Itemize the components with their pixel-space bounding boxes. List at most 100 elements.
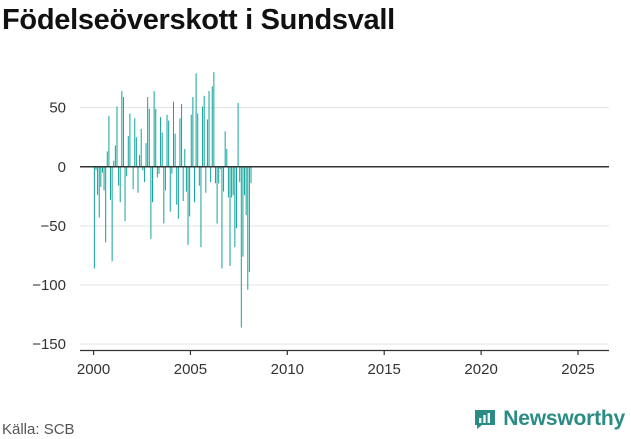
- bar: [160, 117, 162, 167]
- bar: [210, 166, 212, 183]
- x-tick-label: 2010: [271, 361, 304, 378]
- y-tick-label: 0: [58, 159, 66, 176]
- bar: [114, 145, 116, 167]
- bar: [247, 166, 249, 290]
- grid-lines: [80, 107, 609, 345]
- bar: [119, 166, 121, 203]
- bar: [148, 108, 150, 167]
- bar: [218, 166, 220, 184]
- bar: [98, 166, 100, 218]
- bar: [195, 73, 197, 167]
- bar: [108, 115, 110, 167]
- bar: [95, 166, 97, 171]
- bar: [216, 166, 218, 224]
- bar: [113, 160, 115, 167]
- bar: [140, 128, 142, 167]
- bar: [110, 166, 112, 200]
- bar: [163, 166, 165, 224]
- bar: [129, 113, 131, 167]
- bar: [202, 106, 204, 167]
- y-tick-label: −150: [32, 336, 66, 353]
- bar: [174, 133, 176, 167]
- bar: [111, 166, 113, 262]
- bar: [197, 113, 199, 167]
- bar: [169, 166, 171, 212]
- bar: [211, 86, 213, 167]
- bar: [127, 136, 129, 167]
- bar: [135, 137, 137, 167]
- bar: [227, 166, 229, 198]
- bar: [134, 118, 136, 167]
- bar: [124, 166, 126, 222]
- bar: [177, 166, 179, 219]
- bar: [97, 166, 99, 196]
- bar: [118, 166, 120, 186]
- bar: [244, 166, 246, 196]
- bar: [248, 166, 250, 272]
- bar: [219, 166, 221, 170]
- bar: [100, 166, 102, 187]
- bar: [161, 132, 163, 167]
- brand-name: Newsworthy: [503, 407, 625, 430]
- x-tick-label: 2005: [174, 361, 207, 378]
- bar: [239, 166, 241, 183]
- y-tick-label: 50: [49, 100, 66, 117]
- bar: [231, 166, 233, 198]
- bar: [198, 166, 200, 186]
- bar: [139, 154, 141, 167]
- bar: [101, 166, 103, 173]
- bar: [193, 166, 195, 203]
- newsworthy-logo-icon: [475, 410, 496, 429]
- bar: [164, 166, 166, 191]
- bar: [147, 97, 149, 167]
- x-tick-label: 2020: [464, 361, 497, 378]
- bar: [235, 166, 237, 229]
- bar: [105, 166, 107, 243]
- bar: [226, 149, 228, 167]
- bar: [185, 166, 187, 192]
- bar: [126, 166, 128, 177]
- bar: [171, 166, 173, 174]
- bar: [224, 131, 226, 167]
- bar: [200, 166, 202, 248]
- bar: [182, 166, 184, 202]
- x-tick-label: 2015: [368, 361, 401, 378]
- bar: [189, 166, 191, 217]
- bar: [143, 166, 145, 183]
- bar: [93, 166, 95, 269]
- bar: [122, 97, 124, 167]
- bar: [234, 166, 236, 248]
- bar: [142, 166, 144, 171]
- brand: Newsworthy: [473, 407, 625, 431]
- bar: [116, 106, 118, 167]
- bar: [237, 102, 239, 167]
- bar: [179, 118, 181, 167]
- bar: [203, 95, 205, 167]
- bar: [152, 166, 154, 203]
- bar: [156, 166, 158, 178]
- bar: [145, 143, 147, 167]
- bar: [150, 166, 152, 239]
- bar: [240, 166, 242, 328]
- bar: [229, 166, 231, 267]
- bar: [155, 108, 157, 167]
- bar: [205, 166, 207, 193]
- bar: [168, 120, 170, 167]
- bar: [184, 149, 186, 167]
- tick-labels: −150 −100 −50 0 50 2000 2005 2010 2015 2020 2025: [32, 100, 594, 378]
- bar: [223, 166, 225, 192]
- bar: [176, 166, 178, 205]
- axes: [80, 165, 609, 355]
- bar: [172, 101, 174, 167]
- bar: [153, 91, 155, 167]
- bar: [181, 104, 183, 167]
- bar: [213, 72, 215, 167]
- bars: [93, 72, 252, 328]
- bar: [137, 166, 139, 193]
- bar: [214, 166, 216, 184]
- chart-title: Födelseöverskott i Sundsvall: [2, 4, 395, 36]
- bar: [106, 151, 108, 167]
- bar: [166, 114, 168, 167]
- bar: [242, 166, 244, 257]
- bar: [208, 91, 210, 167]
